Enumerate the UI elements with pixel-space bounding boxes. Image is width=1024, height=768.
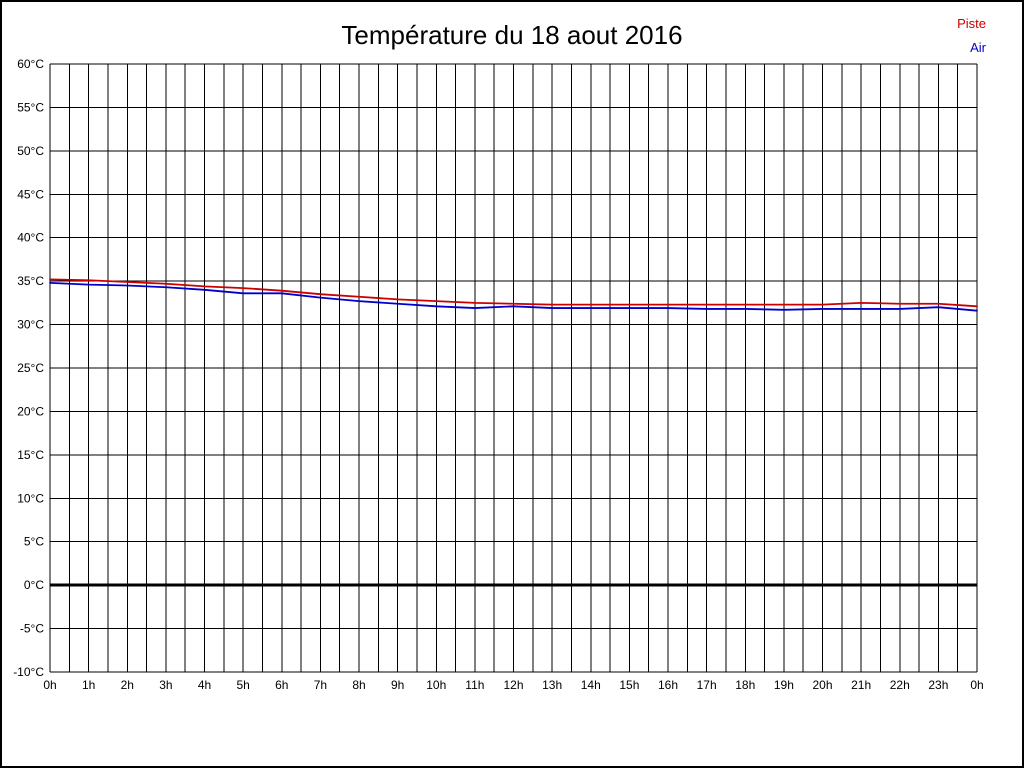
y-tick-label: 45°C xyxy=(17,187,44,201)
x-tick-label: 23h xyxy=(928,678,948,692)
series-line-piste xyxy=(49,278,978,308)
x-tick-label: 20h xyxy=(812,678,832,692)
y-tick-label: 15°C xyxy=(17,448,44,462)
x-tick-label: 13h xyxy=(542,678,562,692)
x-tick-label: 0h xyxy=(970,678,983,692)
x-tick-label: 21h xyxy=(851,678,871,692)
x-tick-label: 8h xyxy=(352,678,365,692)
x-tick-label: 4h xyxy=(198,678,211,692)
y-tick-label: 20°C xyxy=(17,404,44,418)
x-tick-label: 5h xyxy=(236,678,249,692)
y-tick-label: 5°C xyxy=(24,535,44,549)
x-tick-label: 9h xyxy=(391,678,404,692)
x-tick-label: 2h xyxy=(121,678,134,692)
x-tick-label: 3h xyxy=(159,678,172,692)
y-tick-label: 30°C xyxy=(17,318,44,332)
x-tick-label: 15h xyxy=(619,678,639,692)
x-tick-label: 0h xyxy=(43,678,56,692)
x-tick-label: 10h xyxy=(426,678,446,692)
y-tick-label: 0°C xyxy=(24,578,44,592)
y-tick-label: 40°C xyxy=(17,231,44,245)
y-tick-label: 10°C xyxy=(17,491,44,505)
series-line-air xyxy=(49,281,978,312)
y-tick-label: 50°C xyxy=(17,144,44,158)
x-tick-label: 11h xyxy=(465,678,484,692)
x-tick-label: 6h xyxy=(275,678,288,692)
x-tick-label: 16h xyxy=(658,678,678,692)
x-tick-label: 1h xyxy=(82,678,95,692)
x-tick-label: 18h xyxy=(735,678,755,692)
x-tick-label: 17h xyxy=(697,678,717,692)
y-tick-label: 60°C xyxy=(17,57,44,71)
x-tick-label: 14h xyxy=(581,678,601,692)
x-tick-label: 7h xyxy=(314,678,327,692)
legend-item-piste: Piste xyxy=(957,16,986,31)
y-tick-label: 55°C xyxy=(17,100,44,114)
chart-legend: Piste Air xyxy=(957,12,986,60)
chart-title: Température du 18 aout 2016 xyxy=(341,20,683,50)
x-tick-label: 19h xyxy=(774,678,794,692)
y-tick-label: 25°C xyxy=(17,361,44,375)
x-tick-label: 12h xyxy=(503,678,523,692)
legend-item-air: Air xyxy=(970,40,986,55)
y-tick-label: -10°C xyxy=(13,665,44,679)
x-tick-label: 22h xyxy=(890,678,910,692)
y-tick-label: 35°C xyxy=(17,274,44,288)
y-tick-label: -5°C xyxy=(20,622,44,636)
